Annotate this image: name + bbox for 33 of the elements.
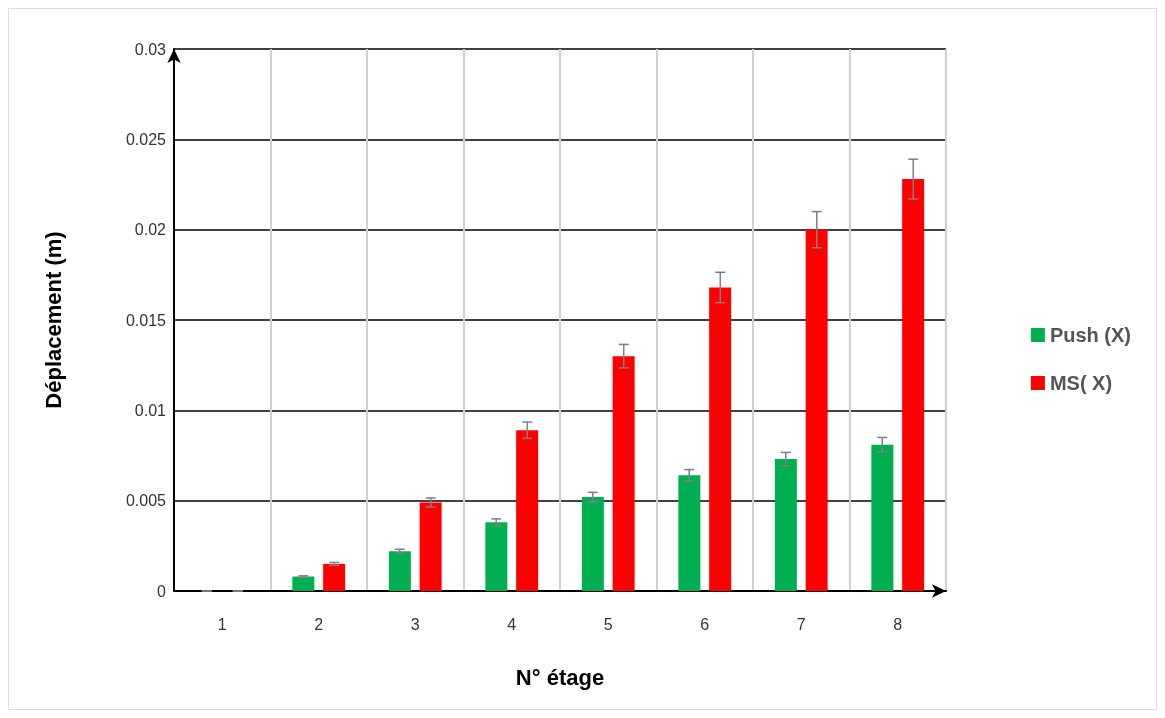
bar [871,444,894,591]
y-tick-label: 0.005 [125,492,167,510]
bar [388,551,411,591]
bar [323,563,346,591]
y-tick-label: 0.015 [125,311,167,329]
bar [709,287,732,591]
y-tick-label: 0.03 [134,40,167,58]
bar [581,497,604,591]
x-tick-label: 5 [603,615,613,633]
bar [678,475,701,591]
x-tick-label: 7 [796,615,806,633]
x-tick-label: 6 [700,615,710,633]
x-axis-title: N° étage [515,664,605,690]
y-axis-title: Déplacement (m) [40,231,66,409]
bar [419,502,442,591]
bar [612,356,635,591]
y-tick-label: 0.025 [125,130,167,148]
y-tick-label: 0 [157,582,167,600]
x-tick-label: 2 [314,615,324,633]
bar [516,430,539,591]
bar [485,522,508,591]
y-tick-label: 0.01 [134,401,167,419]
y-tick-label: 0.02 [134,221,167,239]
legend-label: Push (X) [1049,324,1132,346]
bar [292,576,315,591]
bar [902,179,925,591]
bar [774,459,797,591]
x-tick-label: 3 [410,615,420,633]
legend-label: MS( X) [1049,372,1113,394]
x-tick-label: 8 [893,615,903,633]
bar [805,229,828,591]
x-tick-label: 4 [507,615,517,633]
x-tick-label: 1 [217,615,227,633]
